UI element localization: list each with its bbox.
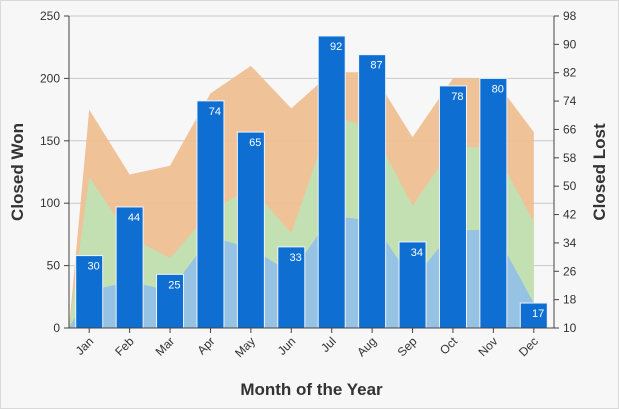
x-axis-title: Month of the Year xyxy=(240,380,383,399)
data-labels: 30 44 25 74 65 33 92 87 34 78 80 17 xyxy=(87,41,544,320)
x-tick-label: Sep xyxy=(395,334,420,359)
bar-may xyxy=(236,131,265,329)
y-right-tick-label: 90 xyxy=(563,37,577,51)
data-label: 25 xyxy=(168,279,180,291)
x-tick-label: Jun xyxy=(275,334,299,358)
x-tick-label: Jan xyxy=(73,334,97,358)
data-label: 44 xyxy=(128,212,140,224)
bar-oct xyxy=(438,85,467,329)
x-tick-label: Oct xyxy=(437,334,461,358)
data-label: 17 xyxy=(532,308,544,320)
data-label: 65 xyxy=(249,137,261,149)
y-right-tick-label: 82 xyxy=(563,66,577,80)
data-label: 74 xyxy=(209,106,221,118)
y-left-tick-label: 100 xyxy=(40,196,60,210)
bar-sep xyxy=(398,241,427,329)
y-axis-left-title: Closed Won xyxy=(8,123,27,221)
bar-series xyxy=(75,35,548,329)
x-tick-label: May xyxy=(232,334,258,360)
x-tick-label: Feb xyxy=(112,334,137,359)
data-label: 80 xyxy=(492,83,504,95)
y-right-tick-label: 58 xyxy=(563,151,577,165)
bar-nov xyxy=(479,77,508,329)
bar-mar xyxy=(156,273,185,329)
x-tick-label: Aug xyxy=(354,334,379,359)
y-left-tick-label: 50 xyxy=(47,259,61,273)
x-tick-label: Jul xyxy=(318,334,339,355)
y-right-tick-label: 18 xyxy=(563,293,577,307)
data-label: 78 xyxy=(451,91,463,103)
y-left-tick-label: 250 xyxy=(40,9,60,23)
x-tick-label: Dec xyxy=(516,334,541,359)
y-axis-right-title: Closed Lost xyxy=(590,123,609,221)
bar-aug xyxy=(358,54,387,329)
y-right-tick-label: 98 xyxy=(563,9,577,23)
y-left-tick-label: 200 xyxy=(40,71,60,85)
data-label: 33 xyxy=(290,252,302,264)
x-tick-label: Mar xyxy=(153,334,178,359)
bar-jul xyxy=(317,35,346,329)
y-right-tick-label: 34 xyxy=(563,236,577,250)
bar-jun xyxy=(277,246,306,329)
y-right-tick-label: 26 xyxy=(563,264,577,278)
y-right-tick-label: 74 xyxy=(563,94,577,108)
bar-feb xyxy=(115,206,144,329)
x-tick-label: Apr xyxy=(194,334,217,357)
y-left-tick-label: 150 xyxy=(40,134,60,148)
y-right-tick-label: 66 xyxy=(563,122,577,136)
bar-apr xyxy=(196,100,225,329)
y-right-tick-label: 50 xyxy=(563,179,577,193)
y-left-tick-label: 0 xyxy=(53,321,60,335)
y-right-tick-label: 42 xyxy=(563,208,577,222)
data-label: 30 xyxy=(87,261,99,273)
data-label: 92 xyxy=(330,41,342,53)
x-tick-label: Nov xyxy=(476,334,501,359)
y-right-tick-label: 10 xyxy=(563,321,577,335)
data-label: 34 xyxy=(411,247,423,259)
data-label: 87 xyxy=(370,60,382,72)
